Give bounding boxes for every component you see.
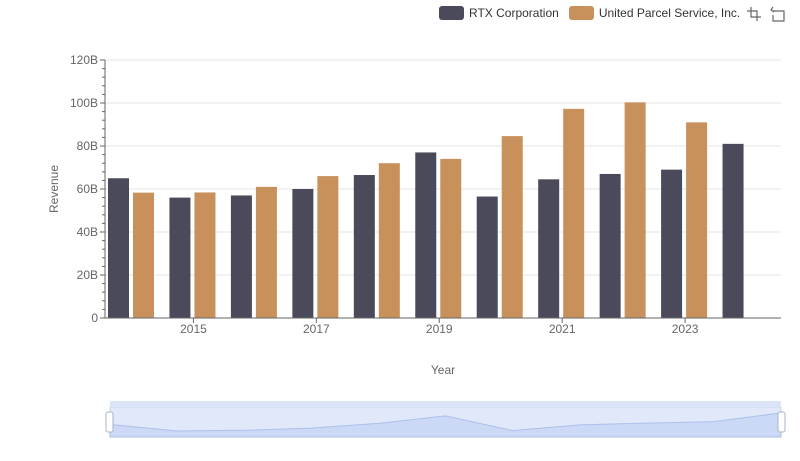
y-tick-label: 120B xyxy=(70,53,98,67)
slider-top-bar[interactable] xyxy=(110,401,781,407)
bar-rtx-2019[interactable] xyxy=(415,152,437,318)
bar-ups-2021[interactable] xyxy=(563,108,585,319)
x-tick-label: 2017 xyxy=(303,322,330,336)
slider-preview-area xyxy=(109,412,782,438)
x-tick-label: 2019 xyxy=(426,322,453,336)
x-axis-label: Year xyxy=(431,363,455,377)
bar-rtx-2024[interactable] xyxy=(722,143,744,318)
zoom-icon[interactable] xyxy=(746,6,762,22)
y-tick-label: 60B xyxy=(77,182,98,196)
toolbox xyxy=(746,6,786,22)
bar-ups-2018[interactable] xyxy=(378,163,400,318)
bar-rtx-2022[interactable] xyxy=(599,173,621,318)
legend-label-rtx: RTX Corporation xyxy=(469,6,559,20)
slider-handle-right[interactable] xyxy=(777,411,786,433)
legend-swatch-rtx xyxy=(439,6,464,20)
legend-swatch-ups xyxy=(568,6,594,20)
y-tick-label: 100B xyxy=(70,96,98,110)
bar-ups-2019[interactable] xyxy=(440,158,462,318)
bar-rtx-2021[interactable] xyxy=(538,179,560,318)
bar-ups-2014[interactable] xyxy=(133,192,154,318)
x-tick-label: 2021 xyxy=(549,322,576,336)
bars xyxy=(108,102,744,319)
bar-rtx-2023[interactable] xyxy=(661,169,683,318)
legend: RTX Corporation United Parcel Service, I… xyxy=(439,4,750,22)
bar-rtx-2014[interactable] xyxy=(108,178,129,318)
restore-icon[interactable] xyxy=(770,6,786,22)
y-tick-label: 40B xyxy=(77,225,98,239)
x-tick-label: 2023 xyxy=(672,322,699,336)
bar-rtx-2018[interactable] xyxy=(353,175,375,318)
slider-handle-left[interactable] xyxy=(105,411,114,433)
bar-ups-2017[interactable] xyxy=(317,176,339,318)
bar-ups-2022[interactable] xyxy=(624,102,646,318)
bar-rtx-2015[interactable] xyxy=(169,197,191,318)
bar-ups-2016[interactable] xyxy=(255,186,277,318)
bar-ups-2020[interactable] xyxy=(501,136,523,318)
y-axis-label: Revenue xyxy=(47,165,61,213)
bar-rtx-2016[interactable] xyxy=(230,195,252,318)
bar-ups-2015[interactable] xyxy=(194,192,216,318)
y-tick-label: 20B xyxy=(77,268,98,282)
x-tick-label: 2015 xyxy=(180,322,207,336)
data-zoom-slider[interactable] xyxy=(105,401,786,438)
bar-ups-2023[interactable] xyxy=(686,122,708,318)
legend-item-rtx[interactable]: RTX Corporation xyxy=(439,6,559,20)
slider-selected-range[interactable] xyxy=(110,407,781,437)
y-tick-label: 80B xyxy=(77,139,98,153)
x-axis: 2015 2017 2019 2021 2023 xyxy=(105,317,781,336)
bar-rtx-2020[interactable] xyxy=(476,196,498,318)
y-axis: 0 20B 40B 60B 80B 100B 120B xyxy=(70,53,106,325)
y-tick-label: 0 xyxy=(91,311,98,325)
legend-label-ups: United Parcel Service, Inc. xyxy=(598,6,741,20)
legend-item-ups[interactable]: United Parcel Service, Inc. xyxy=(568,6,741,20)
bar-rtx-2017[interactable] xyxy=(292,189,314,318)
